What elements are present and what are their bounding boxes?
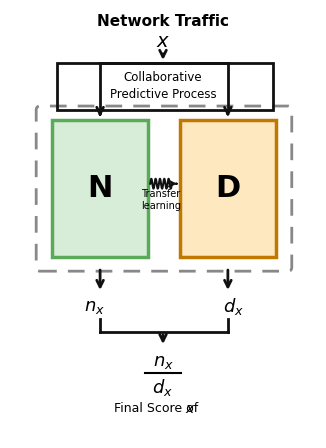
Text: $\mathit{x}$: $\mathit{x}$ — [185, 402, 196, 416]
Text: D: D — [215, 174, 241, 203]
Bar — [180, 120, 276, 258]
Text: $\mathit{n_x}$: $\mathit{n_x}$ — [153, 353, 173, 370]
Text: Final Score of: Final Score of — [114, 402, 202, 415]
Text: Collaborative
Predictive Process: Collaborative Predictive Process — [110, 71, 216, 101]
Text: Network Traffic: Network Traffic — [97, 14, 229, 29]
Text: $\mathit{x}$: $\mathit{x}$ — [156, 32, 170, 51]
Text: $\mathit{n_x}$: $\mathit{n_x}$ — [84, 297, 105, 315]
Text: Transfer
learning: Transfer learning — [141, 189, 181, 211]
Bar — [52, 120, 148, 258]
Text: $\mathit{d_x}$: $\mathit{d_x}$ — [153, 377, 173, 398]
Text: $\mathit{d_x}$: $\mathit{d_x}$ — [223, 296, 244, 317]
Text: N: N — [87, 174, 113, 203]
Bar — [57, 63, 273, 110]
